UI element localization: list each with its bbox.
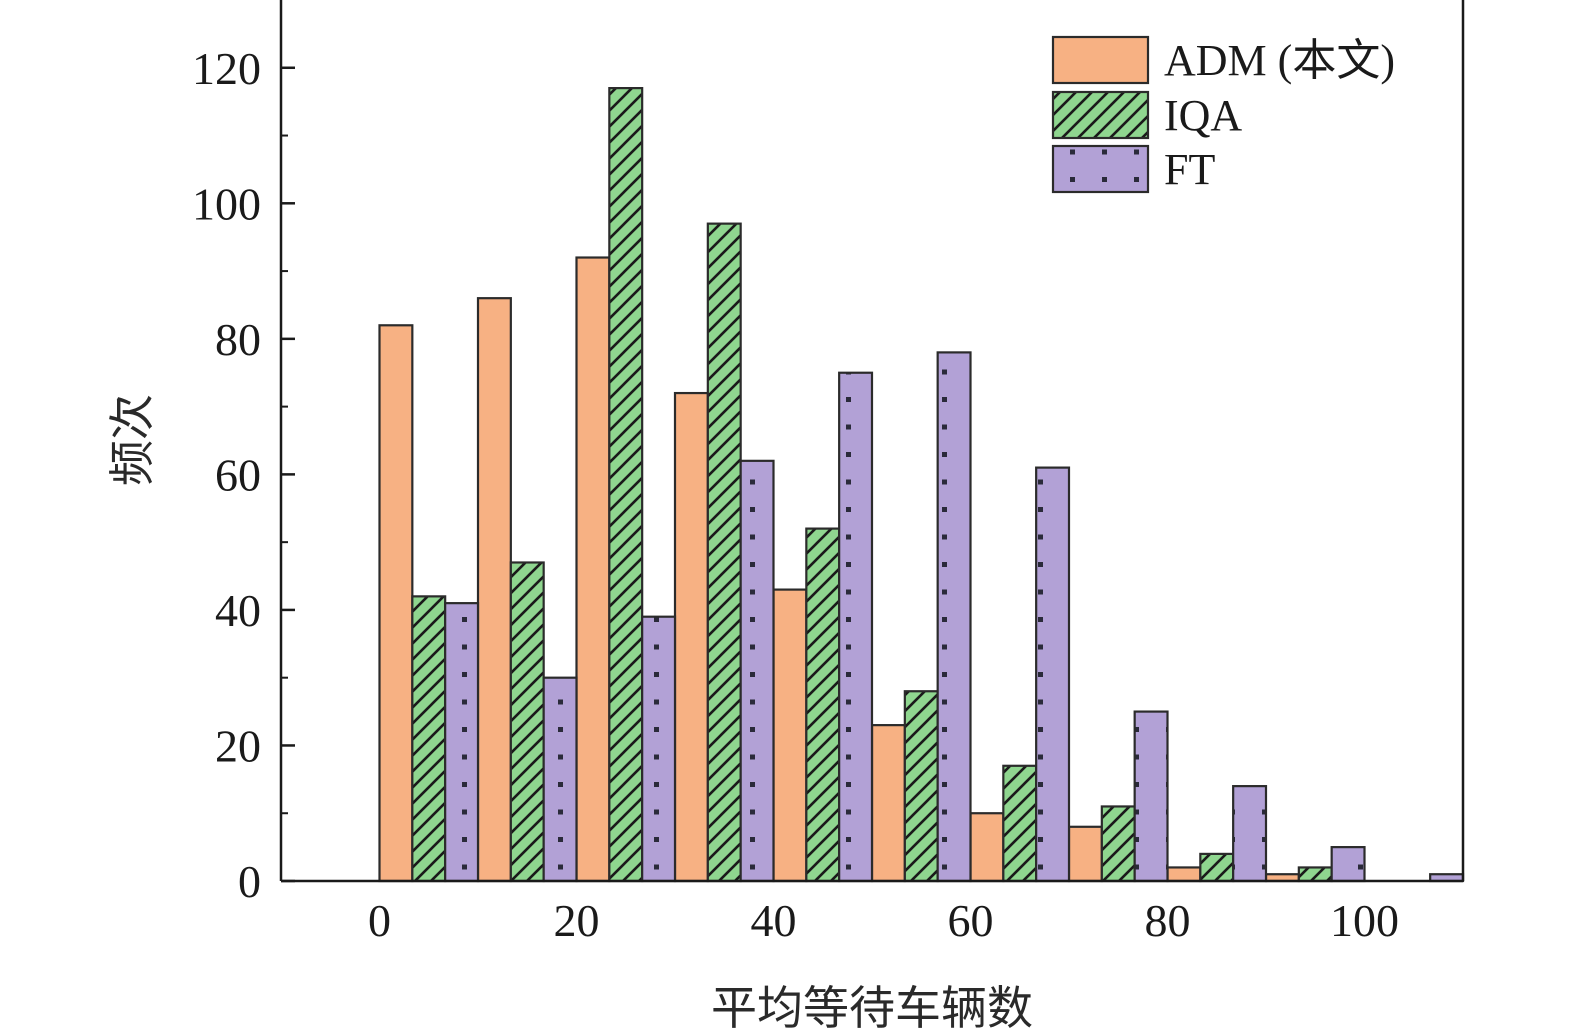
bar-dots-bin-20 [641, 615, 677, 883]
x-tick-label: 60 [948, 895, 994, 946]
bar-dots-bin-50 [936, 351, 972, 883]
x-tick-label: 20 [554, 895, 600, 946]
y-tick-label: 60 [215, 449, 261, 500]
legend-swatch-diagonal-hatch [1051, 90, 1150, 140]
bar-solid-bin-60 [969, 812, 1005, 883]
y-tick-label: 0 [238, 856, 261, 907]
y-tick-label: 20 [215, 720, 261, 771]
bar-diagonal-hatch-bin-30 [706, 222, 742, 883]
bar-dots-bin-0 [444, 602, 480, 883]
x-tick-label: 40 [751, 895, 797, 946]
bar-dots-bin-30 [739, 459, 775, 883]
y-axis-ticks: 0 20 40 60 80 100 120 [192, 43, 295, 907]
legend-label: IQA [1164, 91, 1242, 140]
bar-diagonal-hatch-bin-10 [509, 561, 545, 883]
y-axis-title: 频次 [105, 394, 159, 486]
legend-label: ADM (本文) [1164, 36, 1395, 85]
y-tick-label: 80 [215, 314, 261, 365]
x-axis-ticks: 0 20 40 60 80 100 [368, 895, 1399, 946]
bar-dots-bin-80 [1232, 785, 1268, 883]
bar-dots-bin-40 [838, 371, 874, 883]
bar-solid-bin-0 [378, 324, 414, 883]
bar-solid-bin-70 [1067, 825, 1103, 883]
x-tick-label: 0 [368, 895, 391, 946]
x-axis-title: 平均等待车辆数 [711, 981, 1033, 1035]
y-tick-label: 40 [215, 585, 261, 636]
bar-diagonal-hatch-bin-60 [1002, 764, 1038, 883]
bar-diagonal-hatch-bin-0 [411, 595, 447, 883]
bar-dots-bin-70 [1133, 710, 1169, 883]
legend-label: FT [1164, 145, 1215, 194]
x-tick-label: 100 [1330, 895, 1399, 946]
bar-solid-bin-10 [476, 297, 512, 883]
bar-dots-bin-60 [1035, 466, 1071, 883]
bar-diagonal-hatch-bin-50 [903, 690, 939, 883]
bar-diagonal-hatch-bin-80 [1199, 852, 1235, 883]
bar-solid-bin-30 [673, 391, 709, 883]
x-tick-label: 80 [1145, 895, 1191, 946]
legend: ADM (本文) IQA FT [1051, 35, 1395, 194]
bar-solid-bin-20 [575, 256, 611, 883]
bar-diagonal-hatch-bin-70 [1100, 805, 1136, 883]
bar-solid-bin-80 [1166, 866, 1202, 883]
y-tick-label: 120 [192, 43, 261, 94]
bar-dots-bin-90 [1330, 846, 1366, 883]
y-tick-label: 100 [192, 178, 261, 229]
legend-swatch-solid [1051, 35, 1150, 85]
bars-layer [378, 86, 1465, 883]
bar-diagonal-hatch-bin-20 [608, 86, 644, 883]
bar-solid-bin-40 [772, 588, 808, 883]
bar-diagonal-hatch-bin-40 [805, 527, 841, 883]
legend-swatch-dots [1051, 144, 1150, 194]
bar-dots-bin-10 [542, 676, 578, 883]
bar-solid-bin-50 [870, 724, 906, 883]
bar-diagonal-hatch-bin-90 [1297, 866, 1333, 883]
